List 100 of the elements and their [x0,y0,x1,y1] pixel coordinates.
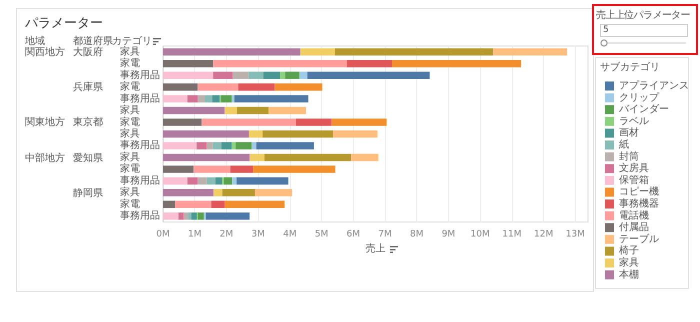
y-tick-label: 家具 [120,104,140,116]
bar [206,142,213,150]
bar [250,154,264,162]
bar [163,83,198,91]
legend-label: 画材 [619,126,639,139]
bar [221,142,232,150]
bar [198,83,238,91]
bar [215,177,222,185]
x-tick-label: 0M [156,230,170,240]
text: 地域 [25,36,45,47]
bar [300,48,335,56]
bar [206,177,216,185]
bar [213,189,222,196]
bar [230,166,254,173]
y-tick-label: 家電 [120,162,140,175]
bar [236,177,288,185]
text: 静岡県 [73,188,103,199]
y-axis-title: カテゴリ [112,36,152,47]
bar [248,130,263,138]
bar [232,72,248,79]
text: 愛知県 [73,152,103,164]
x-tick-label: 12M [534,230,554,240]
bar [262,130,333,138]
bar [206,212,250,220]
text: 売上上位パラメーター [596,10,690,21]
bar [198,95,205,102]
legend-label: 付属品 [619,222,649,234]
legend-label: テーブル [619,232,659,245]
bar [238,83,275,91]
text: 兵庫県 [73,82,103,94]
bar [254,189,292,196]
y-tick-label: 家電 [120,57,140,70]
x-tick-label: 3M [251,230,265,240]
y-tick-label: 事務用品 [120,139,160,152]
legend-label: 電話機 [619,209,649,222]
bar [191,212,197,220]
text: 中部地方 [25,152,65,164]
y-tick-label: 家具 [120,128,140,140]
text: 都道府県 [73,36,113,47]
bar [163,200,176,208]
x-tick-label: 6M [346,230,360,240]
legend-label: クリップ [619,91,660,104]
bar [334,48,494,56]
x-tick-label: 13M [566,230,585,240]
bar [193,166,230,173]
bar [187,177,198,185]
bar [232,177,237,185]
x-tick-label: 1M [188,230,202,240]
bar [212,95,220,102]
y-tick-label: 家電 [120,116,140,128]
bar [175,200,212,208]
bar [163,60,214,68]
bar [163,154,250,162]
y-tick-label: 事務用品 [120,210,160,222]
bar [163,106,225,114]
bar [251,142,256,150]
legend-label: 椅子 [619,244,639,257]
bar [188,212,192,220]
bar [163,189,214,196]
bar [248,72,264,79]
text: 東京都 [73,117,103,128]
legend-title: サブカテゴリ [600,62,660,73]
legend-label: アプライアンス [619,80,689,92]
bar [163,95,188,102]
y-tick-label: 事務用品 [120,68,160,81]
bar [307,72,430,79]
bar [204,95,212,102]
legend-label: 封筒 [619,150,639,162]
bar [224,106,237,114]
bar [163,48,300,56]
bar [224,200,284,208]
bar [264,154,352,162]
bar [163,166,194,173]
bar [299,72,308,79]
bar [202,118,296,126]
bar [234,95,308,102]
bar [224,177,232,185]
y-tick-label: 家具 [120,150,140,163]
y-tick-label: 家電 [120,198,140,210]
bar [212,142,222,150]
y-tick-label: 家電 [120,80,140,93]
bar [196,142,207,150]
bar [346,60,392,68]
x-tick-label: 5M [314,230,328,240]
bar [221,95,232,102]
legend-label: 文房具 [619,162,649,174]
bar [198,177,207,185]
legend-label: コピー機 [619,186,659,198]
bar [222,189,255,196]
x-tick-label: 7M [378,230,392,240]
legend-label: 事務機器 [619,198,659,210]
bar [163,142,197,150]
bar [256,142,314,150]
bar [198,212,204,220]
bar [280,72,286,79]
x-tick-label: 8M [410,230,424,240]
bar [236,106,269,114]
bar [163,130,249,138]
bar [253,166,336,173]
bar [333,130,378,138]
